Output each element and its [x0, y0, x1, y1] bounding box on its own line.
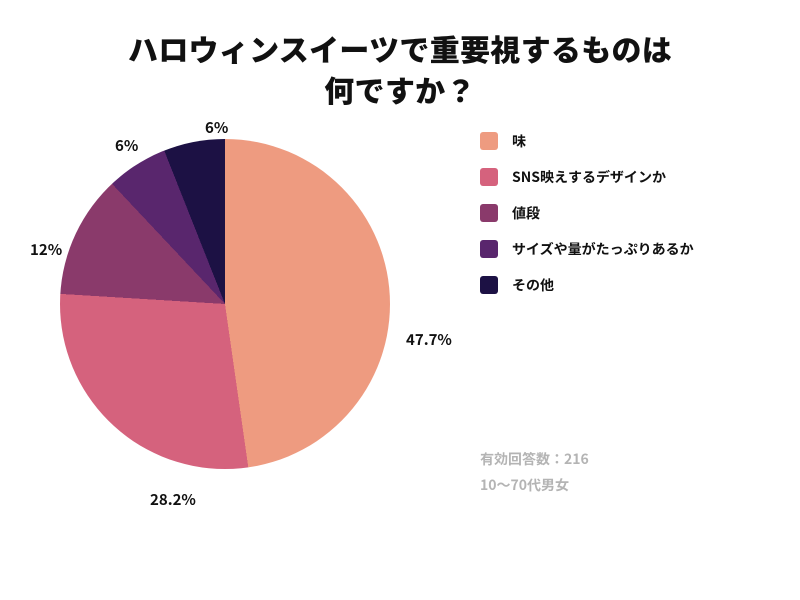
chart-title-line2: 何ですか？ — [0, 69, 800, 110]
pie-chart — [60, 139, 390, 469]
pie-disc — [60, 139, 390, 469]
pie-slice-label: 6% — [115, 135, 138, 156]
chart-area: 47.7% 28.2% 12% 6% 6% 味 SNS映えするデザインか 値段 … — [0, 109, 800, 569]
legend-item: その他 — [480, 275, 694, 295]
legend-swatch — [480, 132, 498, 150]
legend-item: 値段 — [480, 203, 694, 223]
chart-title-line1: ハロウィンスイーツで重要視するものは — [0, 28, 800, 69]
legend-swatch — [480, 276, 498, 294]
legend-item: サイズや量がたっぷりあるか — [480, 239, 694, 259]
legend-label: その他 — [512, 275, 554, 295]
footnotes: 有効回答数：216 10〜70代男女 — [480, 449, 589, 501]
legend-swatch — [480, 168, 498, 186]
legend-label: 味 — [512, 131, 526, 151]
footnote-line: 10〜70代男女 — [480, 475, 589, 495]
legend: 味 SNS映えするデザインか 値段 サイズや量がたっぷりあるか その他 — [480, 131, 694, 311]
pie-slice-label: 28.2% — [150, 489, 196, 510]
pie-slice-label: 47.7% — [406, 329, 452, 350]
legend-swatch — [480, 240, 498, 258]
pie-slice-label: 6% — [205, 117, 228, 138]
legend-label: サイズや量がたっぷりあるか — [512, 239, 694, 259]
legend-swatch — [480, 204, 498, 222]
legend-item: SNS映えするデザインか — [480, 167, 694, 187]
pie-slice-label: 12% — [30, 239, 62, 260]
legend-label: SNS映えするデザインか — [512, 167, 666, 187]
footnote-line: 有効回答数：216 — [480, 449, 589, 469]
legend-label: 値段 — [512, 203, 540, 223]
chart-title: ハロウィンスイーツで重要視するものは 何ですか？ — [0, 0, 800, 109]
legend-item: 味 — [480, 131, 694, 151]
